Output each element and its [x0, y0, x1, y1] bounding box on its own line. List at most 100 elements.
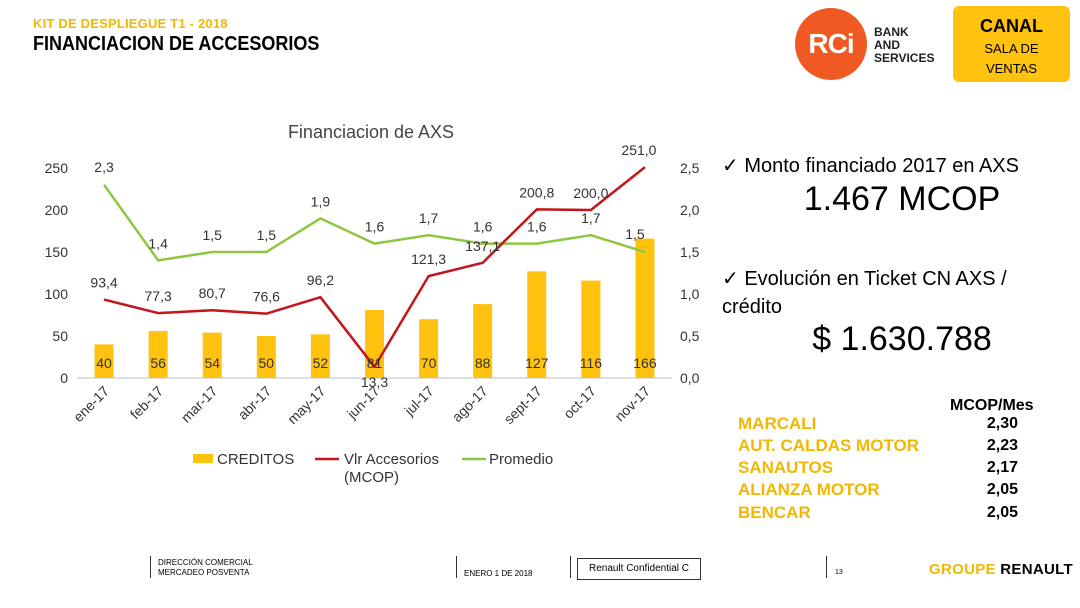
y2-tick-label: 0,5: [680, 328, 700, 344]
x-tick-label: may-17: [284, 383, 328, 427]
footer-department-line: MERCADEO POSVENTA: [158, 568, 250, 577]
y2-tick-label: 0,0: [680, 370, 700, 386]
dealer-value: 2,05: [986, 504, 1018, 521]
promedio-label: 1,5: [202, 227, 222, 243]
bar-creditos-nov-17: [635, 238, 655, 378]
y-tick-label: 50: [52, 328, 68, 344]
logo-text-line: SERVICES: [874, 51, 935, 65]
summary-bullet-2: ✓ Evolución en Ticket CN AXS / crédito: [722, 265, 1072, 321]
rci-logo-text: BANK AND SERVICES: [874, 26, 934, 65]
legend-label-promedio: Promedio: [489, 451, 553, 468]
vlr-label: 77,3: [145, 288, 172, 304]
promedio-label: 1,5: [625, 226, 645, 242]
footer-department: DIRECCIÓN COMERCIAL MERCADEO POSVENTA: [158, 558, 253, 578]
y2-tick-label: 2,0: [680, 202, 700, 218]
x-tick-label: oct-17: [560, 383, 599, 422]
legend-label-vlr: Vlr Accesorios: [344, 451, 439, 468]
renault-word: RENAULT: [1000, 561, 1073, 578]
promedio-label: 1,6: [527, 219, 547, 235]
y-tick-label: 100: [45, 286, 69, 302]
dealer-name: ALIANZA MOTOR: [738, 480, 880, 499]
summary-bullet-2-text: Evolución en Ticket CN AXS / crédito: [722, 268, 1007, 318]
vlr-label: 200,8: [519, 184, 554, 200]
bar-creditos-may-17: [310, 334, 330, 378]
confidential-label: Renault Confidential C: [577, 558, 701, 580]
y2-tick-label: 1,5: [680, 244, 700, 260]
groupe-renault-logo: GROUPE RENAULT: [929, 561, 1073, 578]
footer-divider: [826, 556, 827, 578]
summary-value-2: $ 1.630.788: [812, 320, 992, 358]
bar-creditos-ago-17: [473, 304, 493, 378]
bar-creditos-abr-17: [256, 336, 276, 378]
x-tick-label: feb-17: [127, 383, 167, 423]
vlr-label: 13,3: [361, 374, 388, 390]
promedio-label: 1,9: [311, 193, 331, 209]
legend: CREDITOS Vlr Accesorios (MCOP) Promedio: [193, 451, 553, 486]
promedio-label: 1,4: [148, 235, 168, 251]
x-tick-label: ene-17: [70, 383, 112, 425]
x-tick-label: sept-17: [501, 383, 545, 427]
y-tick-label: 150: [45, 244, 69, 260]
dealer-value: 2,17: [986, 459, 1018, 476]
legend-label-creditos: CREDITOS: [217, 451, 294, 468]
promedio-label: 1,5: [257, 227, 277, 243]
bar-label: 127: [525, 355, 549, 371]
vlr-label: 200,0: [573, 185, 608, 201]
logo-text-line: BANK: [874, 25, 909, 39]
vlr-label: 96,2: [307, 272, 334, 288]
x-tick-label: jul-17: [400, 383, 436, 419]
groupe-word: GROUPE: [929, 561, 996, 578]
page-title: FINANCIACION DE ACCESORIOS: [33, 33, 320, 55]
vlr-label: 251,0: [621, 142, 656, 158]
vlr-label: 121,3: [411, 251, 446, 267]
footer-divider: [570, 556, 571, 578]
footer-divider: [150, 556, 151, 578]
x-tick-label: ago-17: [449, 383, 491, 425]
footer-date: ENERO 1 DE 2018: [464, 569, 533, 578]
line-promedio: [103, 184, 646, 262]
bar-label: 54: [204, 355, 220, 371]
bar-label: 56: [150, 355, 166, 371]
dealer-value: 2,05: [986, 481, 1018, 498]
kit-title: KIT DE DESPLIEGUE T1 - 2018: [33, 16, 228, 31]
axs-chart: Financiacion de AXS 40 56 54 50 52 81 70 88 127 1…: [45, 122, 700, 486]
vlr-label: 80,7: [199, 285, 226, 301]
bar-label: 50: [259, 355, 275, 371]
bar-creditos-ene-17: [94, 344, 114, 378]
bar-label: 88: [475, 355, 491, 371]
summary-bullet-1-text: Monto financiado 2017 en AXS: [744, 155, 1019, 177]
page-number: 13: [835, 569, 843, 576]
y2-tick-label: 1,0: [680, 286, 700, 302]
check-icon: ✓: [722, 268, 739, 290]
bar-label: 116: [580, 355, 603, 371]
check-icon: ✓: [722, 155, 739, 177]
bar-label: 166: [633, 355, 657, 371]
y-tick-label: 200: [45, 202, 69, 218]
dealer-value: 2,23: [986, 437, 1018, 454]
vlr-label: 76,6: [253, 289, 280, 305]
x-tick-label: nov-17: [611, 383, 653, 425]
canal-subtitle-line: VENTAS: [985, 61, 1038, 76]
dealer-name: SANAUTOS: [738, 458, 834, 477]
logo-text-line: AND: [874, 38, 900, 52]
dealer-name: BENCAR: [738, 503, 811, 522]
x-tick-label: mar-17: [178, 383, 221, 426]
footer-department-line: DIRECCIÓN COMERCIAL: [158, 558, 253, 567]
line-vlr-accesorios: [103, 166, 646, 369]
legend-swatch-creditos: [193, 454, 213, 463]
dealer-name: AUT. CALDAS MOTOR: [738, 436, 920, 455]
bar-creditos-mar-17: [202, 332, 222, 378]
bar-label: 81: [367, 355, 383, 371]
rci-logo: RCi: [795, 8, 867, 80]
chart-title: Financiacion de AXS: [288, 122, 454, 142]
bar-label: 40: [96, 355, 112, 371]
promedio-label: 1,7: [581, 210, 601, 226]
y-tick-label: 250: [45, 160, 69, 176]
promedio-label: 1,6: [473, 219, 493, 235]
bar-creditos-jul-17: [419, 319, 439, 378]
bar-label: 52: [313, 355, 329, 371]
footer-divider: [456, 556, 457, 578]
vlr-label: 93,4: [90, 275, 117, 291]
promedio-label: 1,6: [365, 219, 385, 235]
y-tick-label: 0: [60, 370, 68, 386]
